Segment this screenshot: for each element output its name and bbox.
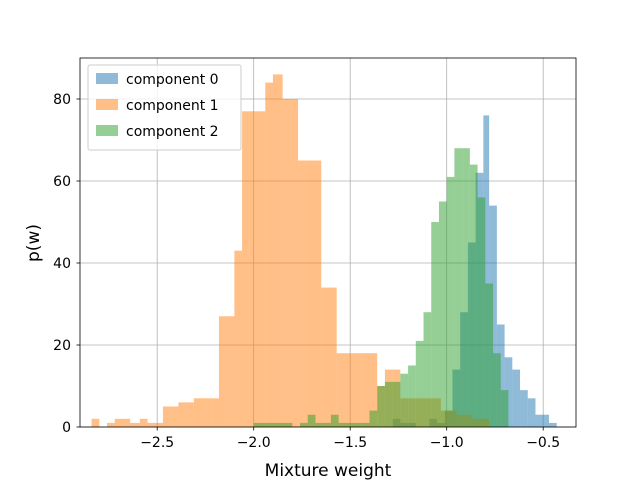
histogram-bar-component-2: [462, 148, 470, 427]
histogram-bar-component-2: [346, 422, 355, 427]
histogram-bar-component-2: [400, 373, 409, 427]
histogram-bar-component-1: [122, 418, 131, 427]
legend-box: [87, 64, 242, 151]
histogram-bar-component-1: [201, 398, 212, 427]
histogram-bar-component-0: [483, 115, 490, 428]
y-tick-label: 20: [53, 338, 71, 354]
histogram-bar-component-1: [178, 402, 187, 427]
histogram-bar-component-1: [344, 353, 355, 427]
histogram-bar-component-1: [282, 99, 291, 427]
histogram-bar-component-1: [218, 316, 227, 427]
histogram-bar-component-1: [369, 353, 378, 427]
histogram-bar-component-1: [361, 353, 370, 427]
histogram-bar-component-2: [392, 381, 401, 427]
histogram-bar-component-2: [485, 283, 494, 427]
histogram-bar-component-2: [253, 422, 262, 427]
histogram-bar-component-1: [107, 422, 115, 427]
histogram-bar-component-1: [290, 99, 299, 427]
histogram-bar-component-0: [548, 422, 557, 427]
histogram-bar-component-1: [272, 74, 283, 428]
y-tick-label: 80: [53, 92, 71, 108]
legend-swatch-component-0: [96, 73, 118, 84]
legend: component 0 component 1 component 2: [87, 64, 242, 151]
histogram-bar-component-2: [369, 410, 378, 427]
histogram-bar-component-1: [234, 250, 243, 427]
histogram-bar-component-2: [493, 353, 501, 427]
histogram-bar-component-0: [520, 390, 528, 427]
histogram-bar-component-2: [454, 148, 463, 427]
histogram-bar-component-2: [415, 340, 424, 427]
plot-frame: [79, 57, 577, 428]
histogram-bar-component-2: [408, 365, 416, 427]
histogram-bar-component-2: [377, 386, 385, 427]
histogram-bar-component-2: [307, 414, 316, 427]
histogram-bar-component-0: [543, 414, 549, 427]
bars: [91, 74, 557, 428]
histogram-bar-component-2: [330, 414, 339, 427]
histogram-bar-component-0: [512, 369, 521, 427]
legend-swatch-component-2: [96, 125, 118, 136]
x-axis-label: Mixture weight: [265, 461, 392, 480]
histogram-bar-component-2: [361, 422, 370, 427]
histogram-bar-component-2: [500, 390, 509, 427]
histogram-bar-component-1: [114, 418, 123, 427]
histogram-bar-component-2: [431, 222, 439, 427]
y-tick-label: 0: [62, 420, 71, 436]
histogram-bar-component-2: [315, 422, 324, 427]
histogram-bar-component-1: [170, 406, 179, 427]
histogram-bar-component-2: [469, 164, 478, 427]
histogram-bar-component-2: [300, 422, 308, 427]
histogram-bar-component-1: [155, 422, 163, 427]
histogram-bar-component-1: [162, 406, 171, 427]
histogram-bar-component-2: [323, 422, 331, 427]
histogram-bar-component-1: [336, 353, 345, 427]
histogram-bar-component-2: [446, 176, 455, 427]
histogram-bar-component-1: [257, 111, 266, 428]
histogram-bar-component-1: [265, 82, 273, 427]
histogram-bar-component-1: [139, 418, 148, 427]
histogram-bar-component-1: [130, 422, 140, 427]
histogram-bar-component-2: [477, 197, 486, 427]
legend-label-component-1: component 1: [126, 98, 219, 114]
y-axis-label: p(w): [24, 224, 44, 262]
x-tick-label: −2.5: [140, 435, 174, 451]
histogram-bar-component-1: [226, 316, 235, 427]
histogram-bar-component-2: [276, 422, 285, 427]
x-tick-label: −2.0: [237, 435, 271, 451]
histogram-bar-component-2: [384, 381, 393, 427]
histogram-bar-component-0: [527, 398, 536, 427]
histogram-bar-component-2: [269, 422, 277, 427]
axis-ticks: −2.5 −2.0 −1.5 −1.0 −0.5 0 20 40 60 80: [53, 92, 560, 451]
histogram-bar-component-1: [193, 398, 202, 427]
histogram-bar-component-2: [338, 422, 347, 427]
histogram-bar-component-1: [249, 111, 258, 428]
histogram-bar-component-1: [147, 422, 156, 427]
legend-swatch-component-1: [96, 99, 118, 110]
legend-label-component-0: component 0: [126, 72, 219, 88]
histogram-bar-component-1: [305, 160, 314, 427]
histogram-bar-component-1: [91, 418, 100, 427]
histogram-bar-component-0: [535, 414, 544, 427]
histogram-bar-component-2: [284, 422, 293, 427]
legend-label-component-2: component 2: [126, 124, 219, 140]
histogram-bar-component-1: [328, 287, 337, 427]
histogram-bar-component-1: [242, 111, 250, 428]
x-tick-label: −1.0: [430, 435, 464, 451]
histogram-bar-component-1: [321, 287, 329, 427]
histogram-bar-component-1: [313, 160, 322, 427]
histogram-bar-component-2: [438, 201, 447, 427]
histogram-bar-component-1: [298, 160, 306, 427]
histogram-bar-component-2: [423, 312, 432, 427]
x-tick-label: −0.5: [526, 435, 560, 451]
y-tick-label: 60: [53, 174, 71, 190]
y-tick-label: 40: [53, 256, 71, 272]
histogram-bar-component-1: [186, 402, 194, 427]
x-tick-label: −1.5: [333, 435, 367, 451]
histogram-bar-component-1: [211, 398, 219, 427]
histogram-bar-component-2: [354, 422, 362, 427]
histogram-bar-component-1: [354, 353, 362, 427]
histogram-bar-component-2: [261, 422, 270, 427]
